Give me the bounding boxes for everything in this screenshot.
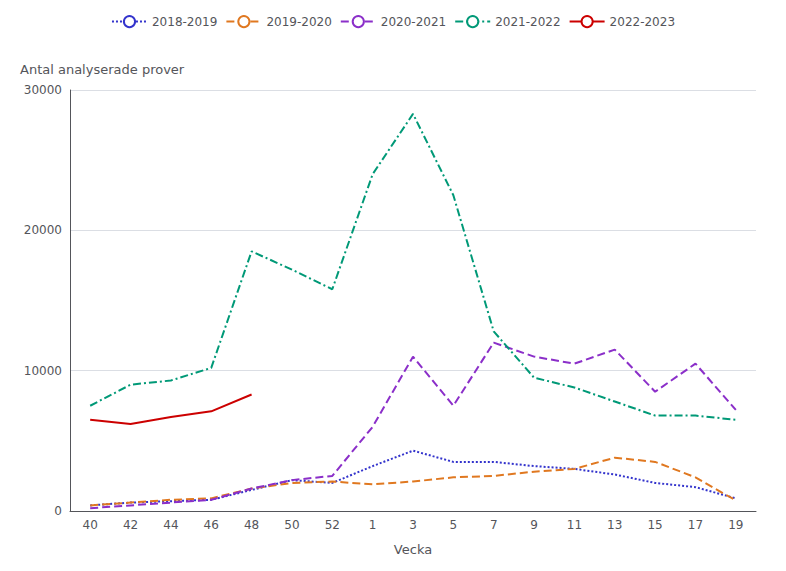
svg-text:30000: 30000 (24, 83, 62, 97)
svg-text:2021-2022: 2021-2022 (495, 15, 560, 29)
svg-text:44: 44 (163, 518, 178, 532)
svg-text:2018-2019: 2018-2019 (152, 15, 217, 29)
svg-text:11: 11 (567, 518, 582, 532)
svg-text:5: 5 (450, 518, 458, 532)
svg-text:1: 1 (369, 518, 377, 532)
svg-text:2019-2020: 2019-2020 (266, 15, 331, 29)
svg-text:2022-2023: 2022-2023 (610, 15, 675, 29)
svg-text:7: 7 (490, 518, 498, 532)
svg-text:17: 17 (688, 518, 703, 532)
svg-text:40: 40 (83, 518, 98, 532)
svg-text:20000: 20000 (24, 223, 62, 237)
svg-text:13: 13 (607, 518, 622, 532)
svg-text:15: 15 (647, 518, 662, 532)
svg-text:Antal analyserade prover: Antal analyserade prover (20, 62, 185, 77)
svg-text:52: 52 (325, 518, 340, 532)
svg-text:Vecka: Vecka (394, 542, 432, 557)
svg-text:42: 42 (123, 518, 138, 532)
svg-text:19: 19 (728, 518, 743, 532)
svg-text:9: 9 (530, 518, 538, 532)
svg-text:3: 3 (409, 518, 417, 532)
svg-text:0: 0 (54, 504, 62, 518)
svg-text:46: 46 (204, 518, 219, 532)
svg-text:2020-2021: 2020-2021 (381, 15, 446, 29)
svg-text:48: 48 (244, 518, 259, 532)
svg-text:10000: 10000 (24, 364, 62, 378)
svg-text:50: 50 (284, 518, 299, 532)
